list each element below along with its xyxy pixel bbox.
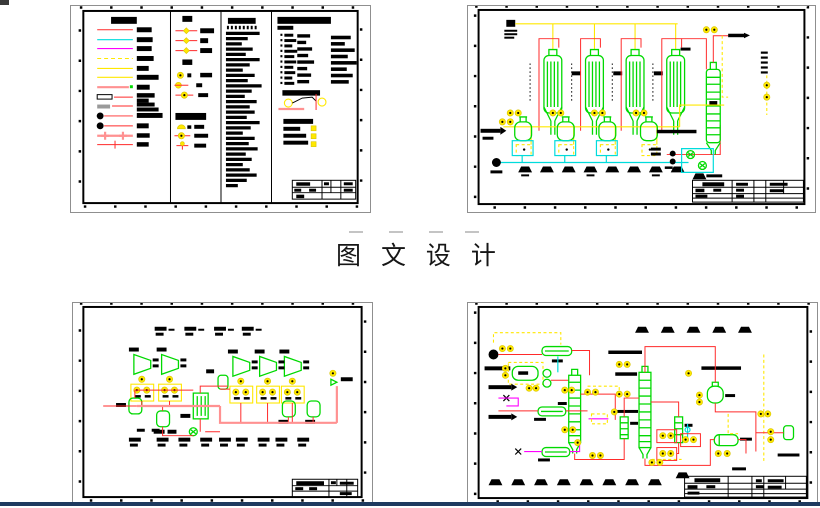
- compressor-train-drawing: [78, 303, 367, 502]
- title-block: [692, 179, 804, 203]
- title-block: [291, 179, 357, 200]
- drawing-frame: [78, 303, 367, 502]
- notes-right-list: [330, 35, 357, 84]
- compressor-stages: [128, 347, 310, 385]
- evaporator-columns: [529, 47, 691, 136]
- corner-mark: [0, 0, 9, 5]
- title-block: [684, 475, 807, 498]
- watermark-dash: [465, 231, 479, 233]
- watermark-dash: [349, 231, 363, 233]
- legend-column-line-types: [96, 16, 163, 149]
- notes-dotted-list: [280, 33, 298, 85]
- drawing-frame: [473, 303, 813, 503]
- cooling-water-cyan: [500, 140, 689, 164]
- instrument-loop-symbol: [278, 94, 327, 111]
- legend-column-notes: [277, 16, 357, 147]
- stripper-column: [705, 61, 721, 155]
- drawing-frame: [473, 6, 810, 209]
- reflux-drum: [501, 361, 569, 388]
- notes-mid-list: [297, 34, 315, 84]
- legend-column-parts-list: [225, 17, 262, 188]
- evaporator-train-drawing: [473, 6, 810, 209]
- top-equipment-labels: [635, 326, 752, 333]
- sheet-compressor-train[interactable]: [72, 302, 373, 506]
- bottom-equipment-labels: [128, 428, 310, 447]
- overhead-condenser: [541, 345, 591, 376]
- overhead-vessel: [695, 366, 742, 406]
- legend-sheet-drawing: [78, 6, 363, 208]
- distillation-column-2: [615, 365, 652, 459]
- vapor-piping-red: [538, 38, 721, 156]
- sheet-distillation-unit[interactable]: [467, 302, 818, 506]
- steam-header-line: [515, 23, 678, 50]
- process-piping: [103, 385, 338, 437]
- packed-columns: [619, 416, 693, 444]
- feed-pump: [490, 158, 503, 174]
- watermark-dash: [389, 231, 403, 233]
- distillation-unit-drawing: [473, 303, 813, 503]
- instrument-boxes: [130, 383, 305, 404]
- bottom-bar: [0, 502, 820, 506]
- sheet-legend[interactable]: [70, 5, 371, 213]
- side-exchangers: [488, 383, 800, 471]
- top-equipment-labels: [154, 326, 262, 336]
- condenser-pump-assembly: [664, 148, 723, 178]
- feed-arrow: [480, 118, 514, 140]
- flash-drums: [506, 109, 697, 157]
- bottom-equipment-labels: [488, 472, 690, 486]
- watermark-dash: [429, 231, 443, 233]
- steam-source: [504, 19, 518, 39]
- equipment-labels-row: [518, 166, 707, 180]
- sheet-evaporator-train[interactable]: [467, 5, 816, 213]
- drawing-frame: [78, 6, 363, 208]
- right-instrument-stack: [760, 51, 771, 115]
- title-block: [291, 478, 359, 498]
- legend-column-valves: [174, 15, 215, 150]
- watermark-text: 图 文 设 计: [336, 241, 502, 270]
